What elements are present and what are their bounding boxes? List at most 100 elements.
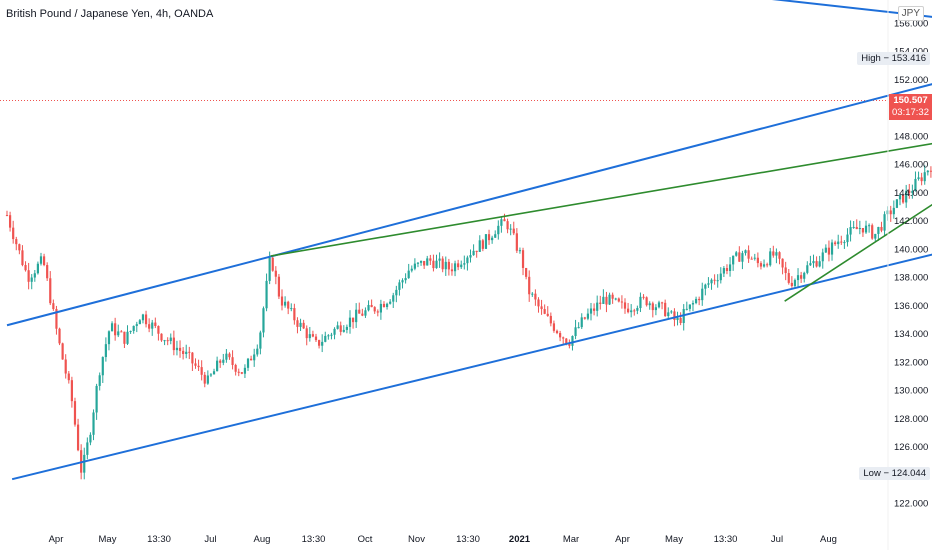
x-axis[interactable]: Apr May 13:30 Jul Aug 13:30 Oct Nov 13:30 2021 Mar… [49,534,837,545]
x-tick-label: Apr [615,534,630,545]
y-tick-label: 128.000 [894,414,928,425]
candle-body [290,308,293,310]
candle-body [858,228,861,230]
candle-body [280,296,284,306]
candle-body [868,225,871,227]
candle-body [630,310,633,313]
candle-body [463,263,466,265]
y-tick-label: 142.000 [894,216,928,227]
candle-body [219,360,222,363]
candle-body [864,225,868,233]
candle-body [914,178,917,191]
candle-body [178,347,182,351]
candle-body [583,317,586,319]
candle-body [21,250,24,266]
candle-body [206,375,209,384]
y-tick-label: 156.000 [894,18,928,29]
candle-body [327,335,330,337]
candle-body [830,242,834,255]
candle-body [407,270,410,279]
candle-body [691,303,695,305]
candle-body [358,309,361,314]
candle-body [419,260,423,263]
candle-body [191,352,194,364]
candle-body [410,268,413,271]
candle-body [753,257,756,259]
candle-body [231,357,234,365]
candle-body [438,258,441,261]
candle-body [200,367,203,375]
candle-body [883,214,886,231]
candle-body [61,343,64,360]
x-tick-label: May [665,534,683,545]
candle-body [871,225,874,239]
candles [5,165,932,480]
channel-lower-line[interactable] [11,136,932,481]
candle-body [151,322,154,329]
candle-body [571,336,574,346]
candle-body [216,360,219,372]
candle-body [166,340,169,342]
candle-body [543,309,546,314]
candle-body [333,328,336,335]
candle-body [228,353,231,358]
y-tick-label: 126.000 [894,442,928,453]
candle-body [30,277,33,282]
candle-body [602,296,605,304]
long-green-trendline[interactable] [270,91,932,257]
candle-body [722,268,725,274]
candle-body [370,304,373,308]
candle-body [355,309,358,323]
candle-body [348,317,352,327]
descending-resistance-line[interactable] [759,0,932,71]
candle-body [639,296,642,309]
candle-body [660,302,664,304]
candle-body [67,373,70,381]
channel-upper-line[interactable] [6,2,932,327]
candle-body [679,317,682,323]
candle-body [18,244,21,251]
candle-body [654,307,657,311]
candle-body [756,257,759,264]
candle-body [772,251,775,256]
candle-body [905,190,908,203]
candle-body [58,328,61,344]
candle-body [787,273,790,283]
candle-body [673,311,676,321]
candle-body [324,335,327,342]
candle-body [457,263,460,268]
x-tick-label: Jul [771,534,783,545]
candle-body [441,258,444,270]
candle-body [664,302,667,317]
candle-body [345,326,348,330]
currency-badge[interactable]: JPY [897,6,924,21]
candle-body [444,261,447,270]
candle-body [577,327,580,329]
candle-body [395,289,398,296]
candle-body [623,302,627,309]
y-tick-label: 136.000 [894,301,928,312]
steep-green-trendline[interactable] [784,82,932,302]
candle-body [874,233,877,239]
x-tick-label: 13:30 [714,534,738,545]
candle-body [314,336,318,341]
candle-body [636,308,639,311]
candle-body [339,325,342,332]
candle-body [892,207,895,215]
candle-body [698,298,701,301]
candle-body [12,227,15,240]
candle-body [160,333,163,341]
candle-body [73,401,77,425]
candle-body [769,251,772,266]
candle-body [472,250,475,256]
candle-body [117,331,120,336]
candle-body [104,344,107,358]
x-tick-label: Mar [563,534,579,545]
candle-body [188,351,191,353]
drawings[interactable] [6,0,932,481]
candle-body [95,385,98,413]
candle-body [589,308,593,314]
candle-body [373,307,376,312]
candle-body [642,296,645,298]
